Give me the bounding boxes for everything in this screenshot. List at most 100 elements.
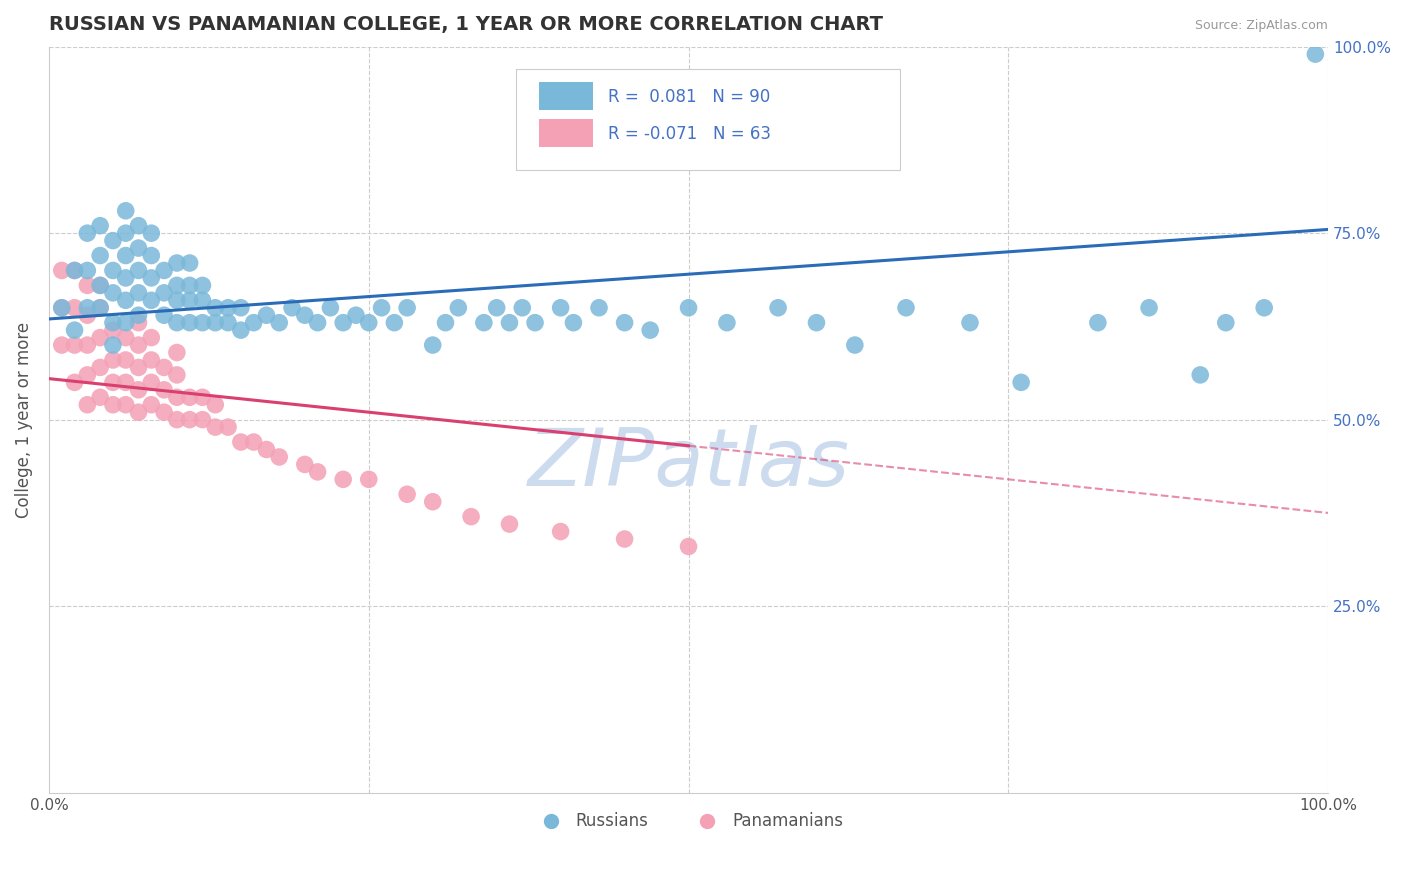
Point (63, 376, 86, 390)
Point (678, 301, 700, 315)
Point (191, 412, 214, 426)
Point (76, 338, 98, 352)
Point (332, 316, 354, 330)
Point (114, 316, 136, 330)
Point (166, 293, 188, 308)
Point (294, 458, 316, 472)
Point (613, 532, 636, 546)
Point (141, 271, 163, 285)
Point (1087, 316, 1109, 330)
Point (434, 316, 457, 330)
Text: R =  0.081   N = 90: R = 0.081 N = 90 (607, 87, 770, 105)
Point (254, 442, 277, 457)
Point (498, 517, 520, 532)
Point (332, 472, 354, 486)
Point (114, 376, 136, 390)
Point (153, 383, 176, 397)
Point (76, 368, 98, 382)
Point (141, 353, 163, 368)
Point (141, 376, 163, 390)
Point (191, 293, 214, 308)
Point (307, 465, 329, 479)
Point (101, 234, 124, 248)
Point (51, 301, 73, 315)
Point (1010, 376, 1032, 390)
Point (191, 278, 214, 293)
Point (357, 316, 380, 330)
Point (179, 390, 201, 404)
Point (114, 226, 136, 240)
Point (76, 263, 98, 277)
Text: Source: ZipAtlas.com: Source: ZipAtlas.com (1195, 19, 1329, 32)
Point (1305, 47, 1327, 62)
Point (613, 316, 636, 330)
Point (166, 412, 188, 426)
Point (153, 285, 176, 300)
Point (101, 376, 124, 390)
Point (76, 226, 98, 240)
Point (191, 390, 214, 404)
Point (460, 509, 482, 524)
Point (204, 420, 226, 434)
Point (229, 323, 252, 337)
Point (254, 308, 277, 322)
Point (141, 226, 163, 240)
Point (269, 316, 291, 330)
Text: R = -0.071   N = 63: R = -0.071 N = 63 (607, 125, 770, 143)
Point (128, 405, 150, 419)
Point (166, 256, 188, 270)
Text: RUSSIAN VS PANAMANIAN COLLEGE, 1 YEAR OR MORE CORRELATION CHART: RUSSIAN VS PANAMANIAN COLLEGE, 1 YEAR OR… (49, 15, 883, 34)
Point (242, 435, 264, 450)
FancyBboxPatch shape (516, 69, 900, 169)
Point (179, 412, 201, 426)
Point (269, 450, 291, 464)
Point (128, 263, 150, 277)
Point (357, 472, 380, 486)
Point (396, 487, 419, 501)
Legend: Russians, Panamanians: Russians, Panamanians (527, 805, 849, 837)
Point (51, 263, 73, 277)
Point (128, 316, 150, 330)
Point (89, 390, 111, 404)
Point (141, 293, 163, 308)
Point (114, 353, 136, 368)
Point (153, 360, 176, 375)
Point (472, 316, 495, 330)
Point (128, 308, 150, 322)
Point (128, 383, 150, 397)
Point (229, 435, 252, 450)
Point (153, 263, 176, 277)
Point (114, 271, 136, 285)
Point (894, 301, 917, 315)
Point (76, 308, 98, 322)
Point (114, 398, 136, 412)
Point (447, 301, 470, 315)
Point (128, 241, 150, 255)
Point (242, 316, 264, 330)
Point (422, 494, 444, 508)
Point (101, 398, 124, 412)
Point (128, 338, 150, 352)
Point (128, 360, 150, 375)
Point (63, 338, 86, 352)
Point (217, 301, 239, 315)
Point (422, 338, 444, 352)
Point (101, 285, 124, 300)
Point (1189, 368, 1212, 382)
Point (76, 278, 98, 293)
Point (204, 301, 226, 315)
Point (89, 219, 111, 233)
Point (550, 301, 572, 315)
Point (153, 405, 176, 419)
Point (229, 301, 252, 315)
Point (114, 203, 136, 218)
Point (1253, 301, 1275, 315)
Point (204, 398, 226, 412)
Point (166, 368, 188, 382)
Point (716, 316, 738, 330)
Point (89, 330, 111, 344)
Point (179, 293, 201, 308)
Point (51, 338, 73, 352)
Point (114, 330, 136, 344)
Point (63, 263, 86, 277)
